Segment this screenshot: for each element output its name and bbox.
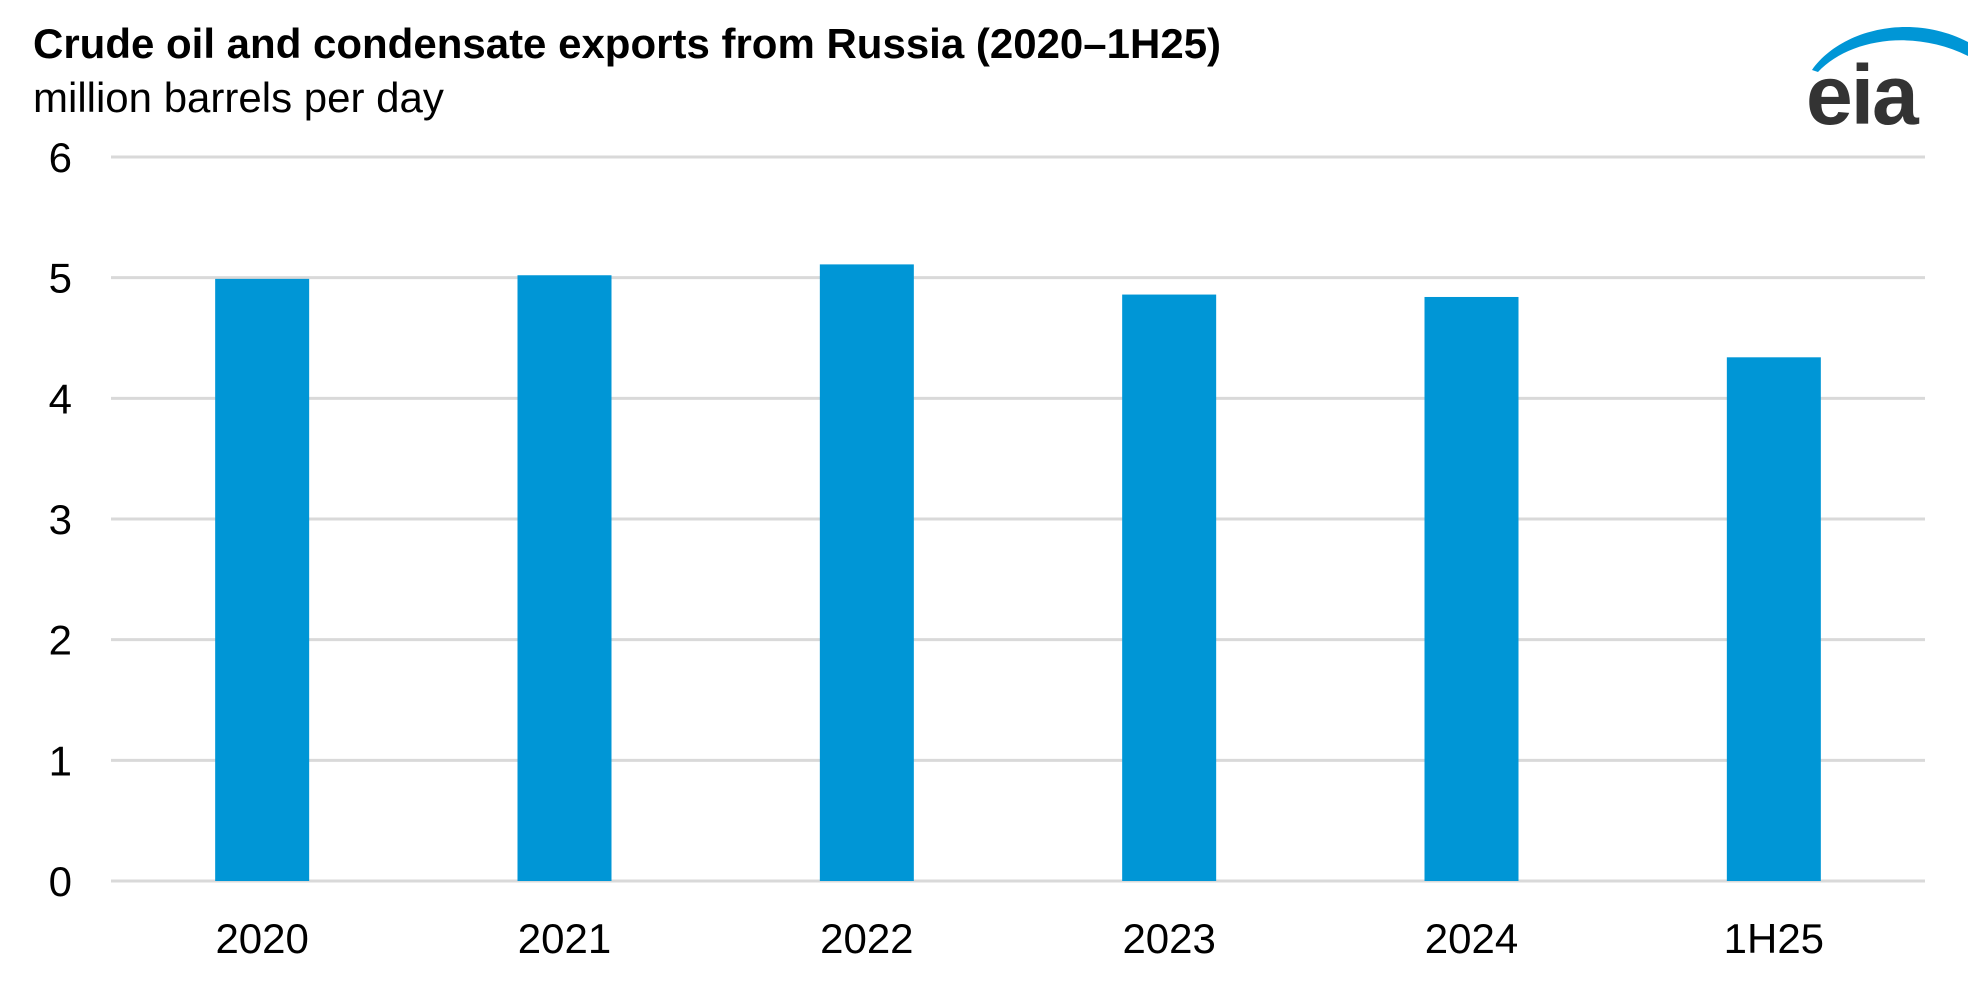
chart-title: Crude oil and condensate exports from Ru… [33, 20, 1222, 67]
y-axis-tick-labels: 0 1 2 3 4 5 6 [49, 134, 72, 905]
bars [215, 264, 1821, 882]
y-tick-label: 1 [49, 737, 72, 784]
x-tick-label: 1H25 [1724, 915, 1824, 962]
bar-2021 [517, 275, 612, 882]
x-tick-label: 2021 [518, 915, 611, 962]
eia-logo: eia [1806, 27, 1968, 132]
y-tick-label: 6 [49, 134, 72, 181]
bar-1H25 [1726, 357, 1821, 882]
bar-2022 [819, 264, 914, 882]
y-tick-label: 2 [49, 617, 72, 664]
y-tick-label: 3 [49, 496, 72, 543]
gridlines [111, 155, 1925, 883]
x-tick-label: 2023 [1122, 915, 1215, 962]
x-tick-label: 2020 [215, 915, 308, 962]
x-axis-tick-labels: 2020 2021 2022 2023 2024 1H25 [215, 915, 1824, 962]
logo-text: eia [1806, 48, 1920, 132]
bar-2023 [1122, 294, 1217, 881]
bar-2020 [215, 278, 310, 882]
y-tick-label: 0 [49, 858, 72, 905]
y-tick-label: 4 [49, 375, 72, 422]
x-tick-label: 2022 [820, 915, 913, 962]
y-tick-label: 5 [49, 255, 72, 302]
x-tick-label: 2024 [1425, 915, 1518, 962]
chart-subtitle: million barrels per day [33, 74, 444, 121]
logo-arc-icon [1812, 27, 1968, 72]
bar-2024 [1424, 296, 1519, 881]
